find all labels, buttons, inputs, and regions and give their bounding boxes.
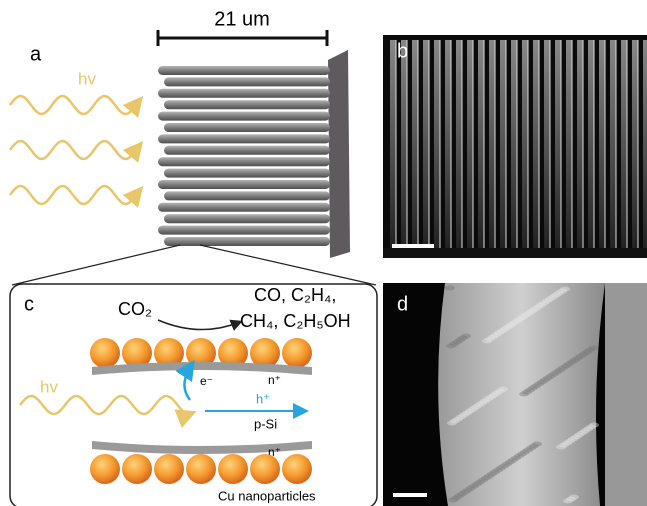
nanowire — [164, 169, 330, 178]
reaction-arrow — [158, 320, 240, 330]
page: a 21 um hv b c CO₂ CO, C₂H₄, CH₄, C₂H₅OH… — [0, 0, 647, 506]
sem-grain — [569, 495, 579, 500]
sem-grain — [560, 287, 570, 292]
sem-wire — [456, 40, 462, 248]
cu-particle — [186, 454, 216, 484]
light-wave — [10, 186, 140, 204]
scale-label: 21 um — [214, 8, 270, 30]
layer-label: n⁺ — [268, 373, 281, 387]
connector — [12, 245, 180, 285]
sem-wire — [467, 40, 473, 248]
sem-grain — [498, 387, 508, 392]
sem-wire — [566, 40, 572, 248]
cu-particle — [90, 454, 120, 484]
light-waves — [10, 96, 140, 204]
sem-grain — [589, 423, 599, 428]
nanowire — [158, 66, 330, 75]
panel-label: d — [397, 293, 408, 315]
sem-wire — [533, 40, 539, 248]
sem-wire — [577, 40, 583, 248]
substrate — [328, 50, 350, 258]
sem-scale-bar — [392, 244, 434, 248]
sem-wire — [445, 40, 451, 248]
nanowire — [158, 226, 330, 235]
sem-wire — [478, 40, 484, 248]
nanowire — [164, 77, 330, 86]
bulk-label: p-Si — [254, 416, 277, 431]
sem-wire — [621, 40, 627, 248]
sem-scale-bar — [393, 493, 427, 497]
nanowire — [158, 203, 330, 212]
nanowire — [164, 146, 330, 155]
sem-grain — [532, 442, 542, 447]
nanowire — [164, 123, 330, 132]
figure: a 21 um hv b c CO₂ CO, C₂H₄, CH₄, C₂H₅OH… — [0, 0, 647, 506]
cu-particle — [282, 338, 312, 368]
nanowire — [164, 214, 330, 223]
cu-particle — [122, 454, 152, 484]
panel-label: c — [24, 293, 34, 315]
cu-particle — [154, 454, 184, 484]
light-wave — [10, 96, 140, 114]
product-line: CO, C₂H₄, — [254, 285, 336, 305]
sem-wire — [522, 40, 528, 248]
product-line: CH₄, C₂H₅OH — [240, 311, 351, 331]
sem-wire — [489, 40, 495, 248]
cu-particle — [90, 338, 120, 368]
sem-grain — [588, 346, 598, 351]
light-wave — [10, 141, 140, 159]
sem-wire — [599, 40, 605, 248]
panel-label: b — [397, 40, 408, 62]
nanowire — [164, 191, 330, 200]
light-label: hv — [78, 69, 96, 88]
nanowire — [158, 89, 330, 98]
cu-particle — [218, 454, 248, 484]
sem-grain — [461, 334, 471, 339]
nanowire — [158, 112, 330, 121]
particles-label: Cu nanoparticles — [218, 488, 316, 503]
hole-label: h⁺ — [256, 391, 270, 406]
nanowire — [164, 237, 330, 246]
light-wave — [20, 396, 192, 414]
nanowire — [158, 180, 330, 189]
reactant: CO₂ — [118, 299, 152, 319]
sem-wire — [423, 40, 429, 248]
sem-wire — [412, 40, 418, 248]
nanowire — [158, 157, 330, 166]
sem-wire — [643, 40, 647, 248]
sem-wire — [610, 40, 616, 248]
sem-wire — [544, 40, 550, 248]
panel-label: a — [30, 43, 42, 65]
sem-wire — [511, 40, 517, 248]
sem-grain — [445, 286, 455, 291]
nanowire — [158, 134, 330, 143]
sem-background-wire — [605, 283, 647, 506]
sem-wire — [555, 40, 561, 248]
sem-wire — [632, 40, 638, 248]
sem-wire — [588, 40, 594, 248]
cu-particle — [282, 454, 312, 484]
sem-wire — [500, 40, 506, 248]
sem-wire — [390, 40, 396, 248]
sem-wire — [401, 40, 407, 248]
nanowire-array — [158, 66, 330, 246]
light-label: hv — [40, 377, 58, 396]
nanowire — [164, 100, 330, 109]
sem-base — [383, 248, 647, 258]
cu-particle — [250, 454, 280, 484]
electron-label: e⁻ — [200, 374, 213, 388]
sem-wire — [434, 40, 440, 248]
